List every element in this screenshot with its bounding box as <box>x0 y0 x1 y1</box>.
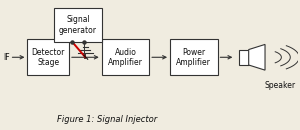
Bar <box>54 8 102 42</box>
Text: Speaker: Speaker <box>264 81 296 90</box>
Bar <box>239 50 249 65</box>
Polygon shape <box>249 44 265 70</box>
Text: Audio
Amplifier: Audio Amplifier <box>108 48 143 67</box>
Bar <box>27 39 69 75</box>
Bar <box>170 39 218 75</box>
Text: Signal
generator: Signal generator <box>59 15 97 35</box>
Text: Detector
Stage: Detector Stage <box>32 48 65 67</box>
Text: Figure 1: Signal Injector: Figure 1: Signal Injector <box>58 115 158 124</box>
Text: IF: IF <box>4 53 10 62</box>
Bar <box>102 39 149 75</box>
Text: Power
Amplifier: Power Amplifier <box>176 48 211 67</box>
